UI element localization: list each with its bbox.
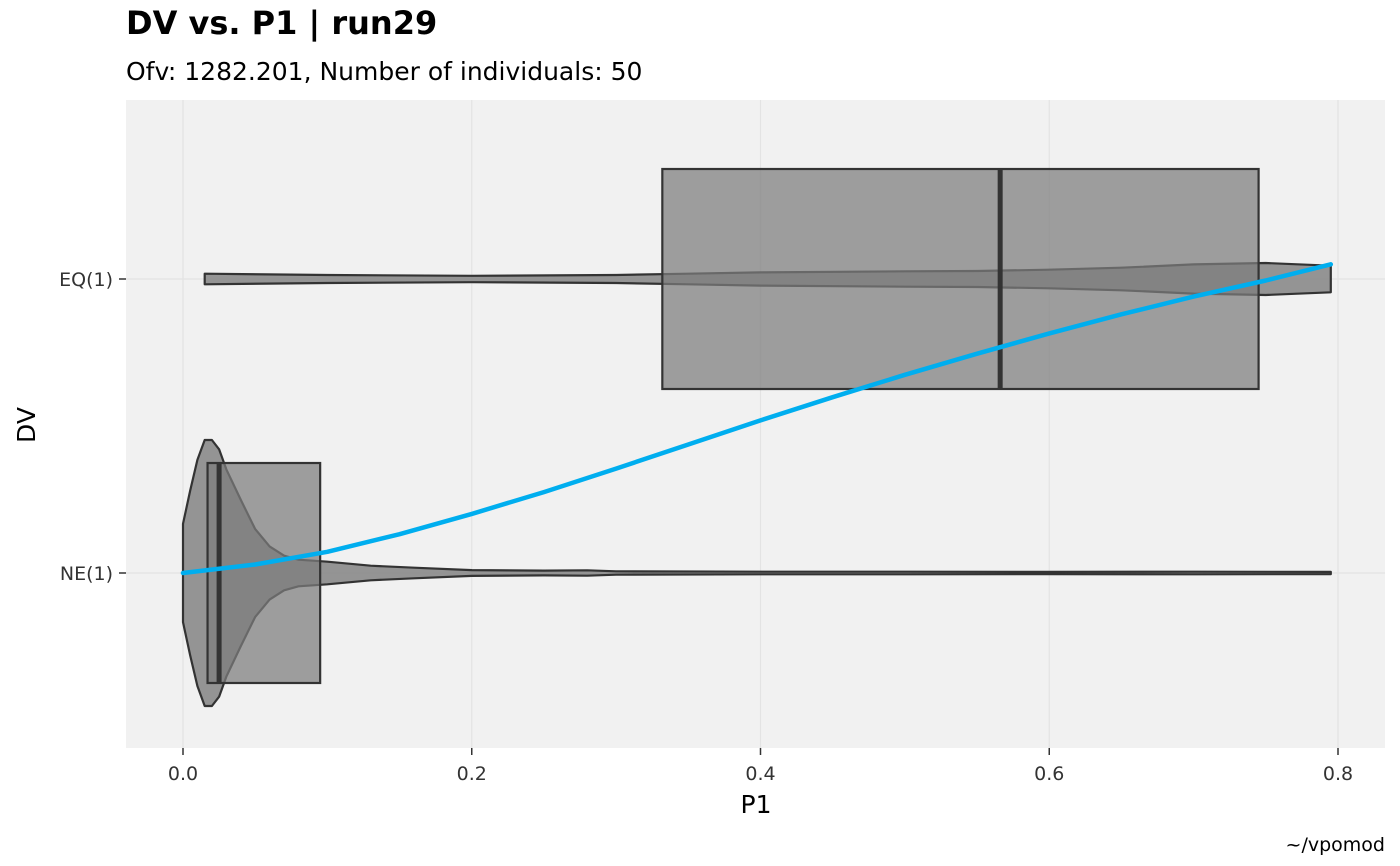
chart-title: DV vs. P1 | run29: [126, 4, 437, 43]
x-tick-label: 0.6: [1034, 763, 1064, 785]
x-tick-label: 0.4: [745, 763, 775, 785]
smooth-line: [180, 262, 1334, 576]
smooth-lines: [180, 262, 1334, 576]
x-tick-label: 0.0: [168, 763, 198, 785]
box-EQ(1): [661, 167, 1260, 391]
chart-subtitle: Ofv: 1282.201, Number of individuals: 50: [126, 57, 642, 86]
caption: ~/vpomod: [1286, 834, 1385, 856]
y-tick-label: NE(1): [60, 563, 113, 585]
x-tick-label: 0.2: [457, 763, 487, 785]
axes: 0.0 0.2 0.4 0.6 0.8 NE(1) EQ(1): [59, 269, 1353, 785]
y-tick-label: EQ(1): [59, 269, 113, 291]
y-axis-title: DV: [12, 407, 41, 443]
boxplots: [206, 167, 1260, 685]
x-axis-title: P1: [741, 790, 772, 819]
box-NE(1): [206, 461, 322, 685]
x-tick-label: 0.8: [1323, 763, 1353, 785]
